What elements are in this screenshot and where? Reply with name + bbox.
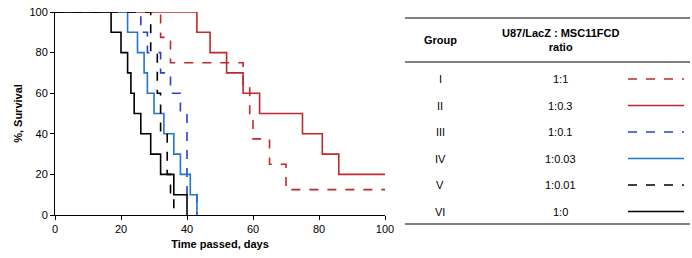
svg-text:60: 60 bbox=[36, 87, 48, 99]
svg-text:1:0.1: 1:0.1 bbox=[548, 126, 572, 138]
svg-text:20: 20 bbox=[115, 223, 127, 235]
svg-text:60: 60 bbox=[247, 223, 259, 235]
svg-text:20: 20 bbox=[36, 168, 48, 180]
svg-text:%, Survival: %, Survival bbox=[12, 84, 24, 143]
svg-text:100: 100 bbox=[376, 223, 394, 235]
svg-text:40: 40 bbox=[181, 223, 193, 235]
svg-text:1:0.01: 1:0.01 bbox=[545, 179, 576, 191]
svg-text:100: 100 bbox=[29, 6, 47, 18]
svg-text:80: 80 bbox=[313, 223, 325, 235]
svg-text:0: 0 bbox=[52, 223, 58, 235]
svg-text:V: V bbox=[436, 179, 444, 191]
svg-text:80: 80 bbox=[36, 46, 48, 58]
svg-text:1:0.03: 1:0.03 bbox=[545, 153, 576, 165]
svg-text:I: I bbox=[439, 73, 442, 85]
svg-text:1:1: 1:1 bbox=[553, 73, 568, 85]
svg-text:0: 0 bbox=[42, 209, 48, 221]
svg-text:Time passed, days: Time passed, days bbox=[171, 238, 269, 250]
svg-text:40: 40 bbox=[36, 128, 48, 140]
svg-text:U87/LacZ : MSC11FCDratio: U87/LacZ : MSC11FCDratio bbox=[502, 27, 619, 53]
svg-text:Group: Group bbox=[424, 34, 457, 46]
svg-text:1:0: 1:0 bbox=[553, 206, 568, 218]
svg-text:II: II bbox=[437, 100, 443, 112]
svg-text:IV: IV bbox=[435, 153, 446, 165]
svg-text:VI: VI bbox=[435, 206, 445, 218]
svg-text:1:0.3: 1:0.3 bbox=[548, 100, 572, 112]
svg-text:III: III bbox=[436, 126, 445, 138]
